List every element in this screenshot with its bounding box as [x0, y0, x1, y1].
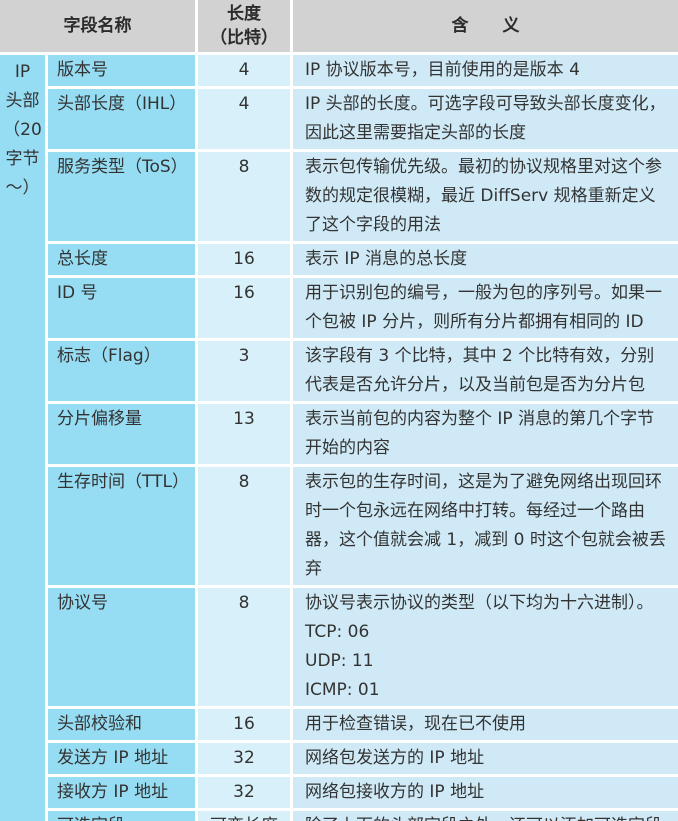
field-name-cell: 接收方 IP 地址 — [48, 777, 195, 808]
column-header-field-name: 字段名称 — [0, 0, 195, 52]
column-header-meaning: 含 义 — [293, 0, 678, 52]
length-cell: 4 — [198, 89, 290, 149]
field-name-cell: 可选字段 — [48, 811, 195, 821]
length-cell: 4 — [198, 55, 290, 86]
meaning-cell: 表示包的生存时间，这是为了避免网络出现回环时一个包永远在网络中打转。每经过一个路… — [293, 467, 678, 585]
meaning-cell: IP 头部的长度。可选字段可导致头部长度变化，因此这里需要指定头部的长度 — [293, 89, 678, 149]
field-name-cell: 头部校验和 — [48, 709, 195, 740]
field-name-cell: ID 号 — [48, 278, 195, 338]
meaning-cell: IP 协议版本号，目前使用的是版本 4 — [293, 55, 678, 86]
field-name-cell: 发送方 IP 地址 — [48, 743, 195, 774]
meaning-cell: 网络包发送方的 IP 地址 — [293, 743, 678, 774]
field-name-cell: 头部长度（IHL） — [48, 89, 195, 149]
length-cell: 32 — [198, 777, 290, 808]
meaning-cell: 表示包传输优先级。最初的协议规格里对这个参数的规定很模糊，最近 DiffServ… — [293, 152, 678, 241]
meaning-cell: 除了上面的头部字段之外，还可以添加可选字段用于记录其他控制信息，但可选字段很少使… — [293, 811, 678, 821]
meaning-cell: 表示当前包的内容为整个 IP 消息的第几个字节开始的内容 — [293, 404, 678, 464]
field-name-cell: 协议号 — [48, 588, 195, 706]
meaning-cell: 用于检查错误，现在已不使用 — [293, 709, 678, 740]
length-cell: 8 — [198, 152, 290, 241]
field-name-cell: 总长度 — [48, 244, 195, 275]
length-cell: 8 — [198, 467, 290, 585]
field-name-cell: 分片偏移量 — [48, 404, 195, 464]
meaning-cell: 网络包接收方的 IP 地址 — [293, 777, 678, 808]
length-cell: 32 — [198, 743, 290, 774]
field-name-cell: 标志（Flag） — [48, 341, 195, 401]
meaning-cell: 协议号表示协议的类型（以下均为十六进制）。 TCP: 06 UDP: 11 IC… — [293, 588, 678, 706]
field-name-cell: 版本号 — [48, 55, 195, 86]
field-name-cell: 生存时间（TTL） — [48, 467, 195, 585]
meaning-cell: 表示 IP 消息的总长度 — [293, 244, 678, 275]
length-cell: 3 — [198, 341, 290, 401]
length-cell: 8 — [198, 588, 290, 706]
meaning-cell: 用于识别包的编号，一般为包的序列号。如果一个包被 IP 分片，则所有分片都拥有相… — [293, 278, 678, 338]
row-group-label-ip-header: IP 头部 （20 字节 ～） — [0, 55, 45, 821]
length-cell: 16 — [198, 278, 290, 338]
column-header-length-bits: 长度 （比特） — [198, 0, 290, 52]
meaning-cell: 该字段有 3 个比特，其中 2 个比特有效，分别代表是否允许分片，以及当前包是否… — [293, 341, 678, 401]
length-cell: 16 — [198, 244, 290, 275]
length-cell: 16 — [198, 709, 290, 740]
length-cell: 13 — [198, 404, 290, 464]
length-cell: 可变长度 — [198, 811, 290, 821]
field-name-cell: 服务类型（ToS） — [48, 152, 195, 241]
